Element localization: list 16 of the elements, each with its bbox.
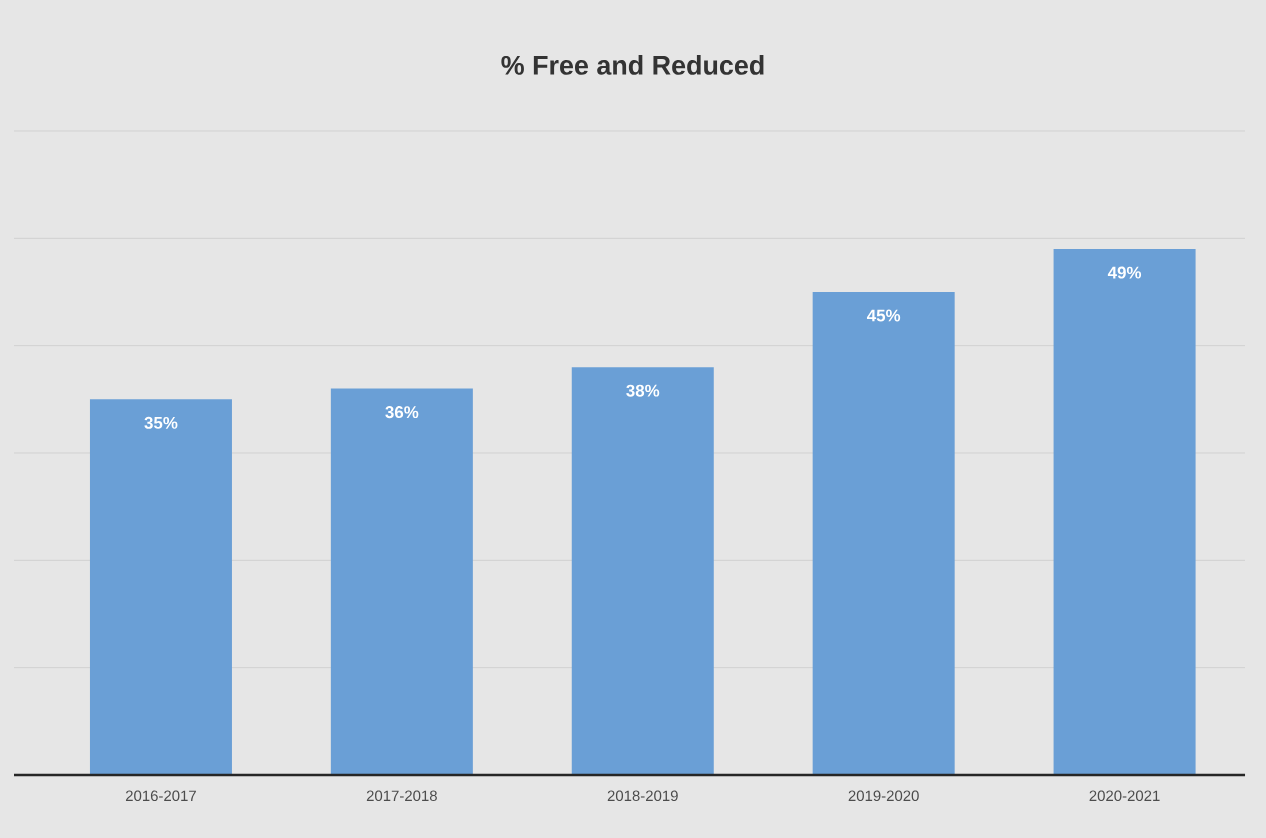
data-label: 36% [385, 406, 419, 419]
data-label: 38% [626, 384, 660, 397]
bar [330, 388, 473, 775]
data-label: 35% [144, 416, 178, 429]
x-tick-label: 2016-2017 [125, 790, 196, 802]
data-label: 49% [1107, 266, 1142, 279]
data-label: 45% [866, 309, 901, 322]
chart-title: % Free and Reduced [501, 55, 764, 75]
x-tick-label: 2017-2018 [366, 790, 437, 802]
x-tick-label: 2019-2020 [848, 790, 919, 802]
bar [1053, 249, 1196, 775]
bar [812, 292, 955, 775]
bar [571, 367, 714, 775]
x-tick-label: 2020-2021 [1089, 790, 1160, 802]
bar [89, 399, 232, 775]
x-tick-label: 2018-2019 [607, 790, 678, 802]
